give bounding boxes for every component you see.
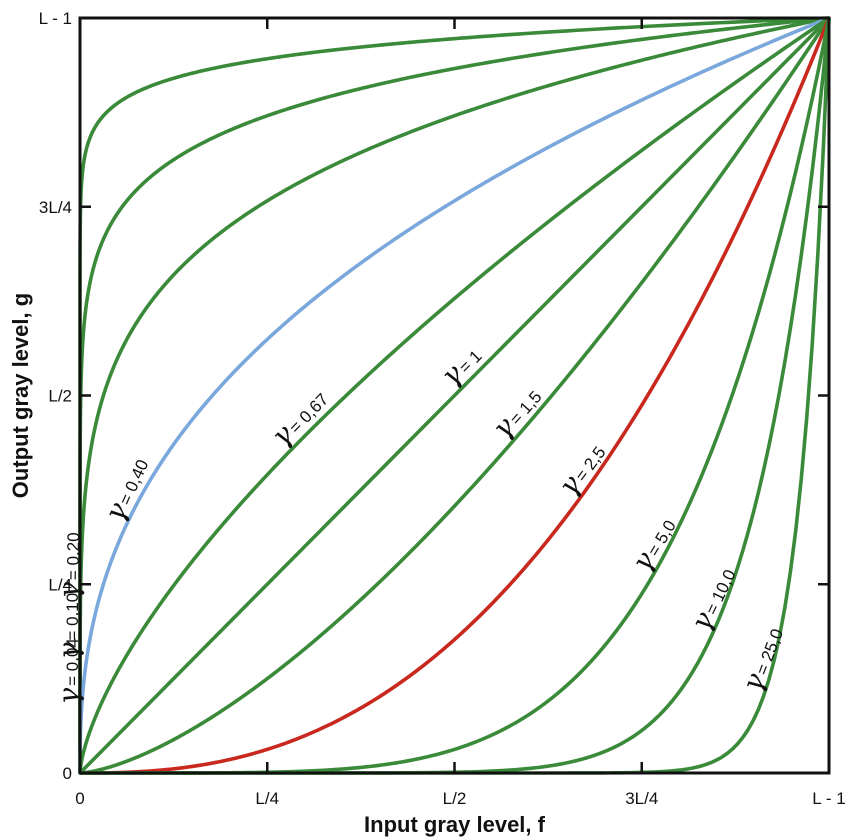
gamma-curve-0 — [78, 16, 830, 773]
gamma-value: = 10,0 — [702, 567, 740, 618]
gamma-label-9: γ= 10,0 — [684, 562, 743, 636]
gamma-value: = 0,04 — [63, 638, 82, 686]
gamma-symbol: γ — [52, 582, 85, 599]
gamma-curve-3 — [78, 16, 830, 775]
y-tick-label: L/4 — [48, 575, 72, 594]
gamma-curve-4 — [78, 16, 831, 775]
y-axis-title: Output gray level, g — [8, 293, 33, 498]
gamma-label-10: γ= 25,0 — [735, 622, 790, 696]
gamma-curve-2 — [78, 16, 830, 773]
gamma-label-7: γ= 2,5 — [551, 437, 612, 502]
x-axis-title: Input gray level, f — [364, 812, 546, 837]
x-tick-label: L - 1 — [812, 789, 845, 808]
gamma-label-0: γ= 0,04 — [52, 638, 85, 704]
x-tick-label: 0 — [75, 789, 84, 808]
x-tick-label: L/4 — [255, 789, 279, 808]
gamma-label-1: γ= 0,10 — [52, 593, 85, 659]
curve-group — [78, 16, 831, 775]
gamma-label-5: γ= 1 — [434, 339, 488, 393]
gamma-value: = 0,20 — [64, 532, 84, 580]
x-tick-label: 3L/4 — [625, 789, 658, 808]
y-tick-label: 3L/4 — [39, 198, 72, 217]
gamma-symbol: γ — [52, 642, 85, 659]
gamma-label-2: γ = 0,20 — [52, 532, 86, 599]
gamma-curve-5 — [78, 16, 831, 775]
y-tick-label: L - 1 — [39, 9, 72, 28]
gamma-curve-1 — [78, 16, 830, 773]
y-tick-label: 0 — [63, 764, 72, 783]
x-tick-label: L/2 — [443, 789, 467, 808]
gamma-value: = 25,0 — [752, 626, 787, 677]
y-tick-label: L/2 — [48, 387, 72, 406]
gamma-value: = 0,10 — [63, 593, 82, 641]
tick-group: 0 L/4 L/2 3L/4 L - 1 0 L/4 L/2 3L/4 L - 1 — [39, 9, 846, 808]
gamma-symbol: γ — [52, 688, 85, 705]
gamma-label-8: γ= 5,0 — [625, 511, 683, 577]
